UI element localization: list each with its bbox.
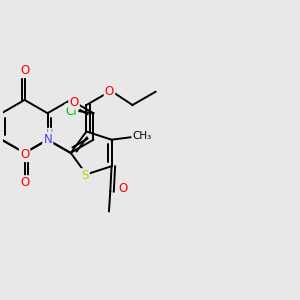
Text: O: O: [20, 176, 29, 189]
Text: N: N: [44, 133, 52, 146]
Text: Cl: Cl: [66, 105, 77, 118]
Text: H: H: [46, 129, 53, 139]
Text: O: O: [118, 182, 127, 195]
Text: CH₃: CH₃: [132, 131, 152, 141]
Text: S: S: [81, 169, 88, 182]
Text: O: O: [20, 64, 29, 77]
Text: O: O: [105, 85, 114, 98]
Text: O: O: [20, 148, 29, 161]
Text: O: O: [69, 96, 79, 109]
